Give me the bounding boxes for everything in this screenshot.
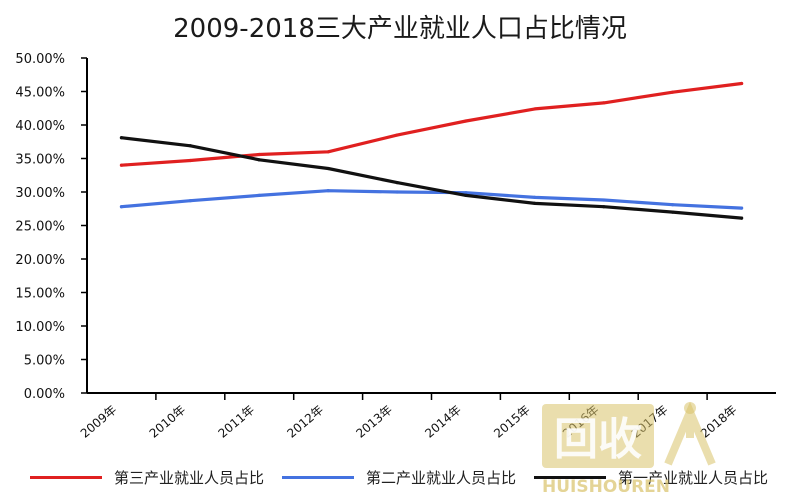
watermark-logo: 回收 HUISHOUREN	[542, 401, 716, 497]
data-point	[395, 181, 399, 185]
watermark-small-text: HUISHOUREN	[542, 477, 670, 497]
chart-title: 2009-2018三大产业就业人口占比情况	[173, 14, 627, 44]
legend-label-tertiary: 第三产业就业人员占比	[114, 468, 265, 487]
data-point	[257, 158, 261, 162]
y-tick-label: 25.00%	[15, 220, 65, 235]
y-tick-label: 50.00%	[15, 52, 65, 67]
x-tick-label: 2015年	[491, 403, 533, 441]
series-line-primary	[119, 136, 744, 220]
data-point	[188, 158, 192, 163]
data-point	[533, 195, 537, 199]
y-tick-label: 10.00%	[15, 320, 65, 335]
y-tick-label: 5.00%	[24, 354, 65, 369]
data-point	[119, 136, 124, 140]
legend: 第三产业就业人员占比 第二产业就业人员占比 第一产业就业人员占比	[0, 462, 800, 492]
legend-item-secondary: 第二产业就业人员占比	[282, 462, 516, 492]
data-point	[188, 199, 192, 203]
x-tick-label: 2009年	[78, 403, 120, 441]
x-tick-label: 2013年	[353, 403, 395, 441]
data-point	[739, 206, 744, 210]
data-point	[739, 216, 744, 220]
legend-swatch-secondary	[282, 475, 354, 479]
y-tick-label: 40.00%	[15, 119, 65, 134]
legend-label-primary: 第一产业就业人员占比	[618, 468, 769, 487]
data-point	[119, 163, 124, 167]
y-tick-label: 35.00%	[15, 153, 65, 168]
data-point	[395, 133, 399, 137]
legend-label-secondary: 第二产业就业人员占比	[366, 468, 517, 487]
x-tick-label: 2014年	[422, 403, 464, 441]
y-tick-label: 45.00%	[15, 86, 65, 101]
legend-item-tertiary: 第三产业就业人员占比	[30, 462, 264, 492]
legend-item-primary: 第一产业就业人员占比	[534, 462, 768, 492]
data-point	[602, 101, 606, 105]
series-line-secondary	[119, 189, 744, 210]
data-point	[602, 205, 606, 209]
y-tick-label: 30.00%	[15, 186, 65, 201]
legend-swatch-tertiary	[30, 475, 102, 479]
data-point	[739, 81, 744, 86]
data-point	[671, 90, 675, 94]
data-point	[188, 144, 192, 148]
data-point	[533, 107, 537, 111]
data-point	[326, 150, 330, 154]
data-point	[602, 198, 606, 202]
legend-swatch-primary	[534, 475, 606, 479]
data-point	[464, 193, 468, 197]
data-point	[326, 166, 330, 171]
x-tick-label: 2011年	[216, 403, 258, 441]
x-tick-label: 2010年	[147, 403, 189, 441]
data-point	[671, 203, 675, 207]
data-point	[257, 152, 261, 157]
data-point	[464, 119, 468, 123]
series-line-tertiary	[119, 81, 744, 167]
data-point	[326, 189, 330, 193]
x-tick-label: 2012年	[284, 403, 326, 441]
y-tick-label: 15.00%	[15, 287, 65, 302]
data-point	[119, 205, 124, 209]
data-point	[671, 210, 675, 214]
y-tick-label: 20.00%	[15, 253, 65, 268]
watermark-big-text: 回收	[554, 414, 642, 465]
data-point	[257, 193, 261, 197]
data-point	[533, 201, 537, 205]
data-point	[464, 191, 468, 195]
data-point	[395, 190, 399, 194]
y-tick-label: 0.00%	[24, 387, 65, 402]
